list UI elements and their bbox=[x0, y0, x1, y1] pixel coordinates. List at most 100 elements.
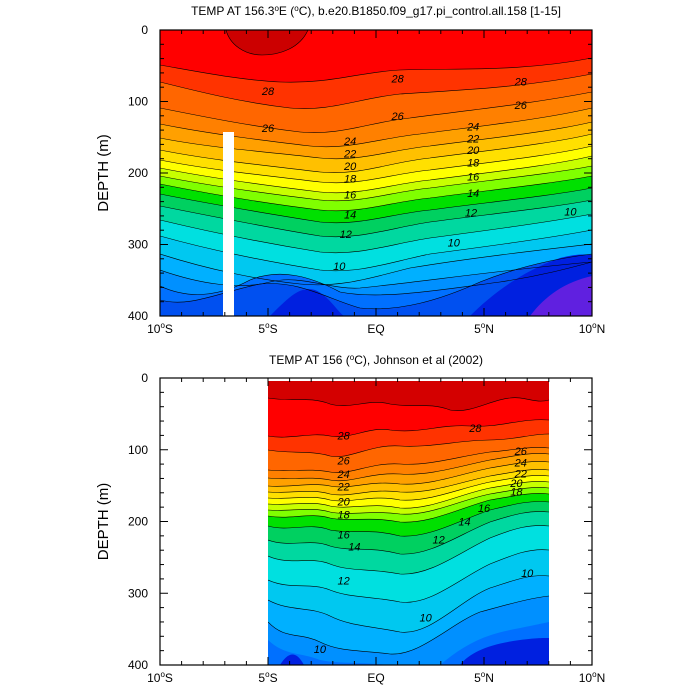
contour-label-text: 12 bbox=[337, 575, 349, 587]
contour-label: 28 bbox=[514, 76, 528, 88]
contour-label-text: 10 bbox=[521, 568, 534, 580]
contour-label-text: 18 bbox=[344, 174, 357, 186]
contour-label-text: 16 bbox=[478, 503, 491, 515]
contour-label-text: 24 bbox=[466, 122, 479, 134]
contour-label-text: 10 bbox=[314, 644, 327, 656]
band-29 bbox=[226, 30, 308, 55]
panel-model-section: TEMP AT 156.3oE (oC), b.e20.B1850.f09_g1… bbox=[95, 4, 605, 336]
contour-label-text: 10 bbox=[420, 613, 433, 625]
contour-label-text: 22 bbox=[466, 134, 479, 146]
y-tick-label: 300 bbox=[128, 238, 148, 252]
contour-label: 18 bbox=[510, 486, 523, 498]
contour-lines bbox=[268, 397, 549, 655]
contour-label-text: 26 bbox=[514, 100, 528, 112]
contour-label: 16 bbox=[337, 529, 350, 541]
x-tick-label: EQ bbox=[367, 671, 384, 685]
contour-label: 12 bbox=[465, 207, 477, 219]
contour-label-text: 26 bbox=[336, 456, 350, 468]
contour-label-text: 16 bbox=[344, 189, 357, 201]
contour-label: 26 bbox=[514, 100, 528, 112]
contour-label-text: 26 bbox=[390, 111, 404, 123]
x-tick-label: 10oS bbox=[147, 670, 173, 685]
y-tick-label: 400 bbox=[128, 658, 148, 672]
contour-label: 16 bbox=[478, 503, 491, 515]
contour-label-text: 10 bbox=[448, 237, 461, 249]
contour-label-text: 14 bbox=[348, 542, 360, 554]
contour-label: 20 bbox=[336, 496, 350, 508]
panel-title: TEMP AT 156.3oE (oC), b.e20.B1850.f09_g1… bbox=[191, 4, 561, 18]
contour-label: 18 bbox=[337, 509, 350, 521]
contour-label-text: 22 bbox=[336, 481, 349, 493]
contour-label: 16 bbox=[467, 172, 480, 184]
contour-field bbox=[268, 381, 549, 665]
contour-label: 22 bbox=[343, 149, 356, 161]
contour-label-text: 20 bbox=[509, 478, 523, 490]
contour-label: 18 bbox=[344, 174, 357, 186]
contour-label: 28 bbox=[261, 86, 275, 98]
contour-label: 18 bbox=[467, 157, 480, 169]
contour-label-text: 10 bbox=[564, 207, 577, 219]
axes: 10oS 5oS EQ 5oN 10oN 0 100 200 300 400 DEPTH (m) bbox=[95, 371, 605, 685]
contour-labels: 2828262624242222202018181616141412121010… bbox=[314, 423, 534, 656]
contour-label-text: 14 bbox=[467, 188, 479, 200]
contour-label-text: 20 bbox=[336, 496, 350, 508]
contour-label: 20 bbox=[343, 161, 357, 173]
x-tick-label: EQ bbox=[367, 322, 384, 336]
contour-label: 12 bbox=[337, 575, 349, 587]
y-axis-label: DEPTH (m) bbox=[95, 483, 112, 561]
contour-label-text: 28 bbox=[261, 86, 275, 98]
contour-label: 26 bbox=[514, 446, 528, 458]
contour-label: 10 bbox=[564, 207, 577, 219]
contour-label: 24 bbox=[336, 469, 349, 481]
band-11 bbox=[160, 254, 592, 316]
contour-label: 24 bbox=[466, 122, 479, 134]
contour-label-text: 26 bbox=[261, 123, 275, 135]
contour-label-text: 12 bbox=[340, 229, 352, 241]
y-tick-label: 0 bbox=[141, 371, 148, 385]
contour-label: 22 bbox=[466, 134, 479, 146]
contour-label-text: 20 bbox=[466, 145, 480, 157]
contour-label: 10 bbox=[314, 644, 327, 656]
contour-label: 10 bbox=[333, 261, 346, 273]
y-tick-label: 100 bbox=[128, 95, 148, 109]
contour-label: 14 bbox=[344, 209, 356, 221]
contour-label: 10 bbox=[521, 568, 534, 580]
contour-label-text: 22 bbox=[514, 468, 527, 480]
x-tick-label: 10oS bbox=[147, 321, 173, 336]
x-tick-label: 10oN bbox=[579, 670, 605, 685]
contour-label-text: 16 bbox=[467, 172, 480, 184]
y-tick-label: 200 bbox=[128, 515, 148, 529]
contour-label: 12 bbox=[340, 229, 352, 241]
axes: 10oS 5oS EQ 5oN 10oN 0 100 200 300 400 DEPTH (m) bbox=[95, 23, 605, 336]
contour-label-text: 26 bbox=[514, 446, 528, 458]
contour-label: 10 bbox=[420, 613, 433, 625]
contour-label-text: 18 bbox=[510, 486, 523, 498]
contour-label-text: 24 bbox=[343, 136, 356, 148]
panel-observed-section: TEMP AT 156 (oC), Johnson et al (2002) bbox=[95, 353, 605, 685]
contour-label: 14 bbox=[467, 188, 479, 200]
contour-label-text: 12 bbox=[433, 534, 445, 546]
contour-label: 20 bbox=[466, 145, 480, 157]
contour-label: 12 bbox=[433, 534, 445, 546]
contour-label-text: 24 bbox=[336, 469, 349, 481]
band-10 bbox=[280, 638, 549, 665]
y-tick-label: 0 bbox=[141, 23, 148, 37]
x-tick-label: 5oS bbox=[258, 321, 277, 336]
x-tick-label: 5oN bbox=[474, 321, 494, 336]
contour-label-text: 22 bbox=[343, 149, 356, 161]
band-9 bbox=[530, 276, 592, 316]
y-tick-label: 400 bbox=[128, 309, 148, 323]
x-tick-label: 5oS bbox=[258, 670, 277, 685]
contour-label: 28 bbox=[390, 74, 404, 86]
contour-label: 26 bbox=[390, 111, 404, 123]
y-tick-label: 200 bbox=[128, 166, 148, 180]
x-tick-label: 5oN bbox=[474, 670, 494, 685]
masked-band bbox=[223, 132, 234, 316]
y-tick-label: 300 bbox=[128, 586, 148, 600]
contour-label: 24 bbox=[343, 136, 356, 148]
contour-label-text: 28 bbox=[336, 430, 350, 442]
y-axis-label: DEPTH (m) bbox=[95, 134, 112, 212]
contour-label: 20 bbox=[509, 478, 523, 490]
panel-title: TEMP AT 156 (oC), Johnson et al (2002) bbox=[269, 353, 483, 367]
